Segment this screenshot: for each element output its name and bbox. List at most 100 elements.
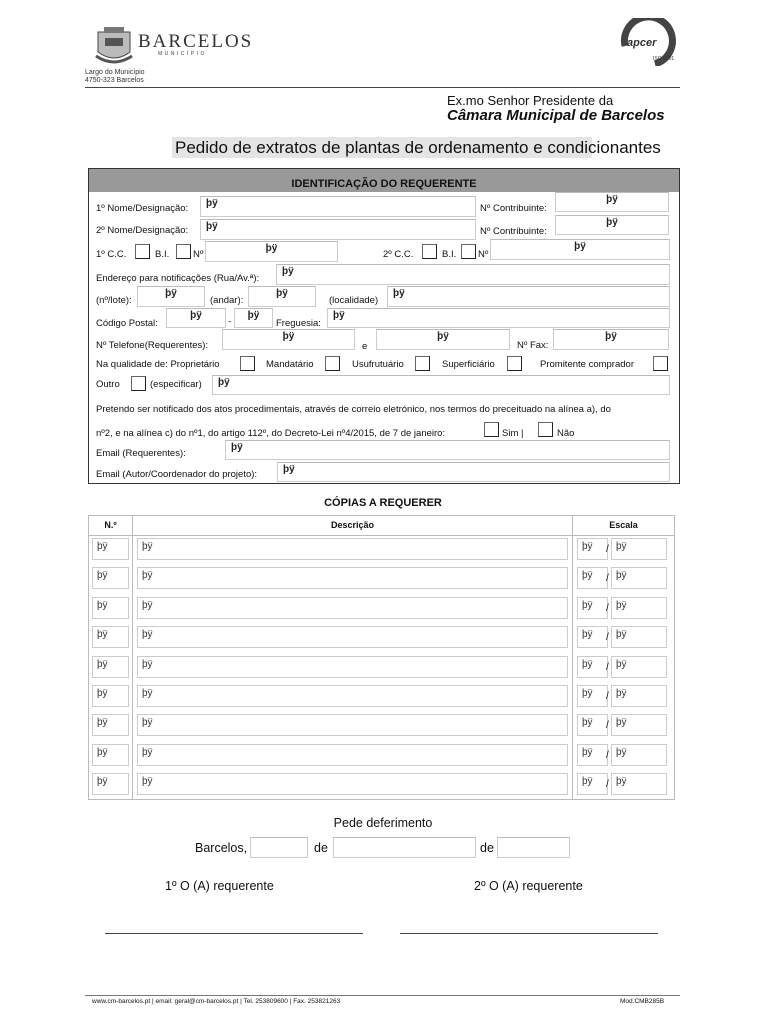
scale-denominator-input[interactable]: þÿ — [611, 714, 667, 737]
doc2-number-input[interactable]: þÿ — [490, 239, 670, 260]
table-header — [88, 515, 675, 536]
fax-input[interactable]: þÿ — [553, 329, 669, 350]
name2-input[interactable]: þÿ — [200, 219, 476, 240]
copy-description-input[interactable]: þÿ — [137, 714, 568, 737]
email-requerentes-input[interactable]: þÿ — [225, 440, 670, 460]
owner-checkbox[interactable] — [240, 356, 255, 371]
scale-denominator-input[interactable]: þÿ — [611, 626, 667, 649]
scale-numerator-input[interactable]: þÿ — [577, 626, 608, 649]
name1-label: 1º Nome/Designação: — [96, 203, 189, 214]
scale-numerator-input[interactable]: þÿ — [577, 596, 608, 619]
copy-description-input[interactable]: þÿ — [137, 538, 568, 560]
postal-code-1-input[interactable]: þÿ — [166, 308, 226, 328]
signature-1-label: 1º O (A) requerente — [165, 879, 274, 893]
superficiario-label: Superficiário — [442, 359, 495, 370]
other-checkbox[interactable] — [131, 376, 146, 391]
cc2-label: 2º C.C. — [383, 249, 414, 260]
scale-denominator-input[interactable]: þÿ — [611, 596, 667, 619]
scale-numerator-input[interactable]: þÿ — [577, 685, 608, 707]
header-divider — [85, 87, 680, 88]
email-author-input[interactable]: þÿ — [277, 462, 670, 482]
apcer-certification-logo: apcer ISO 9001 — [615, 13, 679, 68]
scale-separator: / — [606, 779, 609, 791]
parish-label: Freguesia: — [276, 318, 321, 329]
scale-denominator-input[interactable]: þÿ — [611, 655, 667, 678]
lot-input[interactable]: þÿ — [137, 286, 205, 307]
copies-heading: CÓPIAS A REQUERER — [324, 497, 442, 509]
scale-denominator-input[interactable]: þÿ — [611, 567, 667, 590]
notify-text-1: Pretendo ser notificado dos atos procedi… — [96, 404, 611, 415]
copy-number-input[interactable]: þÿ — [92, 596, 129, 619]
signature-1-line — [105, 933, 363, 934]
copy-description-input[interactable]: þÿ — [137, 743, 568, 766]
copy-description-input[interactable]: þÿ — [137, 655, 568, 678]
promitente-checkbox[interactable] — [653, 356, 668, 371]
header-description: Descrição — [330, 520, 375, 530]
copy-description-input[interactable]: þÿ — [137, 626, 568, 649]
copy-number-input[interactable]: þÿ — [92, 567, 129, 590]
nif1-label: Nº Contribuinte: — [480, 203, 547, 214]
copy-number-input[interactable]: þÿ — [92, 743, 129, 766]
scale-denominator-input[interactable]: þÿ — [611, 538, 667, 560]
doc1-number-input[interactable]: þÿ — [205, 241, 338, 262]
cc2-checkbox[interactable] — [422, 244, 437, 259]
promitente-label: Promitente comprador — [540, 359, 634, 370]
phone-and-label: e — [362, 341, 368, 352]
footer-divider — [85, 995, 680, 996]
form-title: Pedido de extratos de plantas de ordenam… — [172, 137, 661, 158]
cc1-label: 1º C.C. — [96, 249, 127, 260]
notify-no-checkbox[interactable] — [538, 422, 553, 437]
postal-code-2-input[interactable]: þÿ — [234, 308, 273, 328]
nif1-input[interactable]: þÿ — [555, 192, 669, 212]
copy-description-input[interactable]: þÿ — [137, 685, 568, 707]
superficiario-checkbox[interactable] — [507, 356, 522, 371]
scale-denominator-input[interactable]: þÿ — [611, 773, 667, 796]
floor-input[interactable]: þÿ — [248, 286, 316, 307]
notify-yes-checkbox[interactable] — [484, 422, 499, 437]
bi2-label: B.I. — [442, 249, 457, 260]
parish-input[interactable]: þÿ — [327, 308, 670, 328]
nif2-input[interactable]: þÿ — [555, 215, 669, 235]
cc1-checkbox[interactable] — [135, 244, 150, 259]
name1-input[interactable]: þÿ — [200, 196, 476, 217]
copy-number-input[interactable]: þÿ — [92, 538, 129, 560]
copy-number-input[interactable]: þÿ — [92, 714, 129, 737]
identification-heading: IDENTIFICAÇÃO DO REQUERENTE — [89, 169, 679, 192]
scale-denominator-input[interactable]: þÿ — [611, 685, 667, 707]
year-input[interactable] — [497, 837, 570, 858]
scale-numerator-input[interactable]: þÿ — [577, 773, 608, 796]
address-input[interactable]: þÿ — [276, 264, 670, 285]
scale-numerator-input[interactable]: þÿ — [577, 743, 608, 766]
scale-numerator-input[interactable]: þÿ — [577, 714, 608, 737]
floor-label: (andar): — [210, 295, 244, 306]
copy-description-input[interactable]: þÿ — [137, 567, 568, 590]
phone-1-input[interactable]: þÿ — [222, 329, 355, 350]
email-requerentes-label: Email (Requerentes): — [96, 448, 186, 459]
addressee-line-1: Ex.mo Senhor Presidente da — [447, 93, 614, 108]
bi2-checkbox[interactable] — [461, 244, 476, 259]
day-input[interactable] — [250, 837, 308, 858]
scale-separator: / — [606, 691, 609, 702]
other-specify-input[interactable]: þÿ — [212, 375, 670, 395]
month-input[interactable] — [333, 837, 476, 858]
locality-input[interactable]: þÿ — [387, 286, 670, 307]
scale-separator: / — [606, 632, 609, 644]
scale-denominator-input[interactable]: þÿ — [611, 743, 667, 766]
usufrutuario-checkbox[interactable] — [415, 356, 430, 371]
de-label-2: de — [480, 841, 494, 855]
copy-number-input[interactable]: þÿ — [92, 626, 129, 649]
copy-description-input[interactable]: þÿ — [137, 596, 568, 619]
phone-2-input[interactable]: þÿ — [376, 329, 510, 350]
doc2-no-label: Nº — [478, 249, 489, 260]
scale-numerator-input[interactable]: þÿ — [577, 538, 608, 560]
mandatario-checkbox[interactable] — [325, 356, 340, 371]
copy-number-input[interactable]: þÿ — [92, 685, 129, 707]
copy-number-input[interactable]: þÿ — [92, 655, 129, 678]
header-scale: Escala — [609, 520, 638, 530]
copy-number-input[interactable]: þÿ — [92, 773, 129, 796]
iso-text: ISO 9001 — [653, 56, 675, 62]
scale-numerator-input[interactable]: þÿ — [577, 567, 608, 590]
scale-numerator-input[interactable]: þÿ — [577, 655, 608, 678]
bi1-checkbox[interactable] — [176, 244, 191, 259]
copy-description-input[interactable]: þÿ — [137, 773, 568, 796]
